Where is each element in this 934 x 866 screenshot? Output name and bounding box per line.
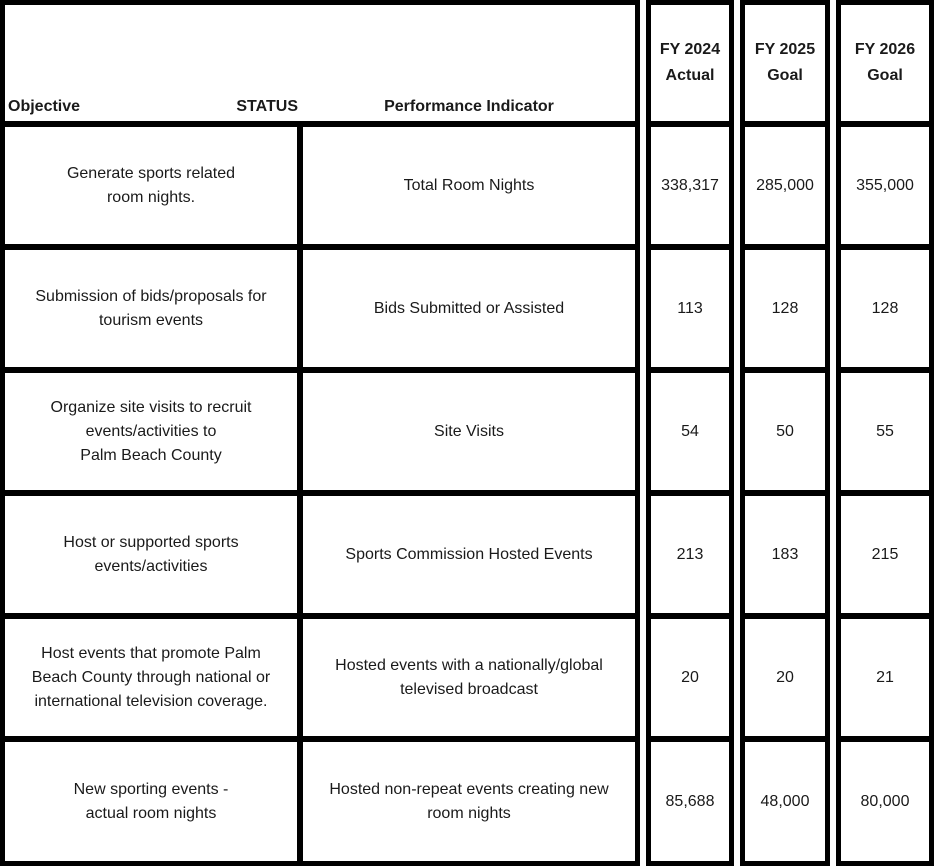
fy2026-value-cell: 128 bbox=[841, 250, 929, 373]
table-row: New sporting events - actual room nights… bbox=[5, 742, 635, 861]
fy2026-goal-column: FY 2026 Goal 355,000 128 55 215 21 80,00… bbox=[836, 0, 934, 866]
fy2025-header-line1: FY 2025 bbox=[754, 40, 816, 58]
fy2024-value-cell: 338,317 bbox=[651, 127, 729, 250]
fy2024-header-line1: FY 2024 bbox=[659, 40, 721, 58]
table-row: Organize site visits to recruit events/a… bbox=[5, 373, 635, 496]
objective-cell: Host events that promote Palm Beach Coun… bbox=[5, 619, 303, 736]
objective-status-header-area: Objective STATUS bbox=[5, 5, 303, 121]
fy2026-value-cell: 55 bbox=[841, 373, 929, 496]
fy2026-value-cell: 80,000 bbox=[860, 792, 910, 810]
fy2026-header-line1: FY 2026 bbox=[854, 40, 916, 58]
fy2025-value-cell: 183 bbox=[745, 496, 825, 619]
indicator-cell: Site Visits bbox=[434, 422, 504, 440]
fy2025-column-header: FY 2025 Goal bbox=[745, 5, 825, 127]
fy2024-actual-column: FY 2024 Actual 338,317 113 54 213 20 85,… bbox=[646, 0, 734, 866]
objective-cell: Organize site visits to recruit events/a… bbox=[5, 373, 303, 490]
table-row: Generate sports related room nights. Tot… bbox=[5, 127, 635, 250]
fy2024-value-cell: 85,688 bbox=[665, 792, 715, 810]
fy2025-value-cell: 48,000 bbox=[760, 792, 810, 810]
fy2026-value-cell: 21 bbox=[841, 619, 929, 742]
indicator-cell: Bids Submitted or Assisted bbox=[373, 299, 565, 317]
objective-cell: Submission of bids/proposals for tourism… bbox=[5, 250, 303, 367]
objective-cell: Generate sports related room nights. bbox=[5, 127, 303, 244]
indicator-header-area: Performance Indicator bbox=[303, 5, 635, 121]
fy2026-value-cell: 355,000 bbox=[841, 127, 929, 250]
fy2025-value-cell: 285,000 bbox=[745, 127, 825, 250]
table-row: Submission of bids/proposals for tourism… bbox=[5, 250, 635, 373]
fy2024-value-cell: 213 bbox=[651, 496, 729, 619]
status-column-header: STATUS bbox=[236, 98, 298, 115]
fy2024-value-cell: 113 bbox=[651, 250, 729, 373]
indicator-cell: Sports Commission Hosted Events bbox=[345, 545, 593, 563]
indicator-cell: Total Room Nights bbox=[403, 176, 535, 194]
fy2024-value-cell: 54 bbox=[651, 373, 729, 496]
indicator-cell: Hosted non-repeat events creating new ro… bbox=[329, 780, 609, 822]
indicator-cell: Hosted events with a nationally/global t… bbox=[335, 656, 603, 698]
fy2025-goal-column: FY 2025 Goal 285,000 128 50 183 20 48,00… bbox=[740, 0, 830, 866]
fy2026-value-cell: 215 bbox=[841, 496, 929, 619]
table-row: Host events that promote Palm Beach Coun… bbox=[5, 619, 635, 742]
fy2024-column-header: FY 2024 Actual bbox=[651, 5, 729, 127]
fy2025-value-cell: 20 bbox=[745, 619, 825, 742]
fy2024-value-cell: 20 bbox=[651, 619, 729, 742]
objective-column-header: Objective bbox=[8, 98, 81, 115]
objective-cell: New sporting events - actual room nights bbox=[5, 742, 303, 861]
fy2026-header-line2: Goal bbox=[867, 67, 903, 84]
fy2025-value-cell: 50 bbox=[745, 373, 825, 496]
table-row: Host or supported sports events/activiti… bbox=[5, 496, 635, 619]
fy2025-header-line2: Goal bbox=[767, 67, 803, 84]
fy2026-column-header: FY 2026 Goal bbox=[841, 5, 929, 127]
objective-indicator-panel: Objective STATUS Performance Indicator G… bbox=[0, 0, 640, 866]
left-header-row: Objective STATUS Performance Indicator bbox=[5, 5, 635, 127]
fy2025-value-cell: 128 bbox=[745, 250, 825, 373]
performance-indicator-column-header: Performance Indicator bbox=[384, 98, 554, 115]
fy2024-header-line2: Actual bbox=[665, 67, 715, 84]
objective-cell: Host or supported sports events/activiti… bbox=[5, 496, 303, 613]
